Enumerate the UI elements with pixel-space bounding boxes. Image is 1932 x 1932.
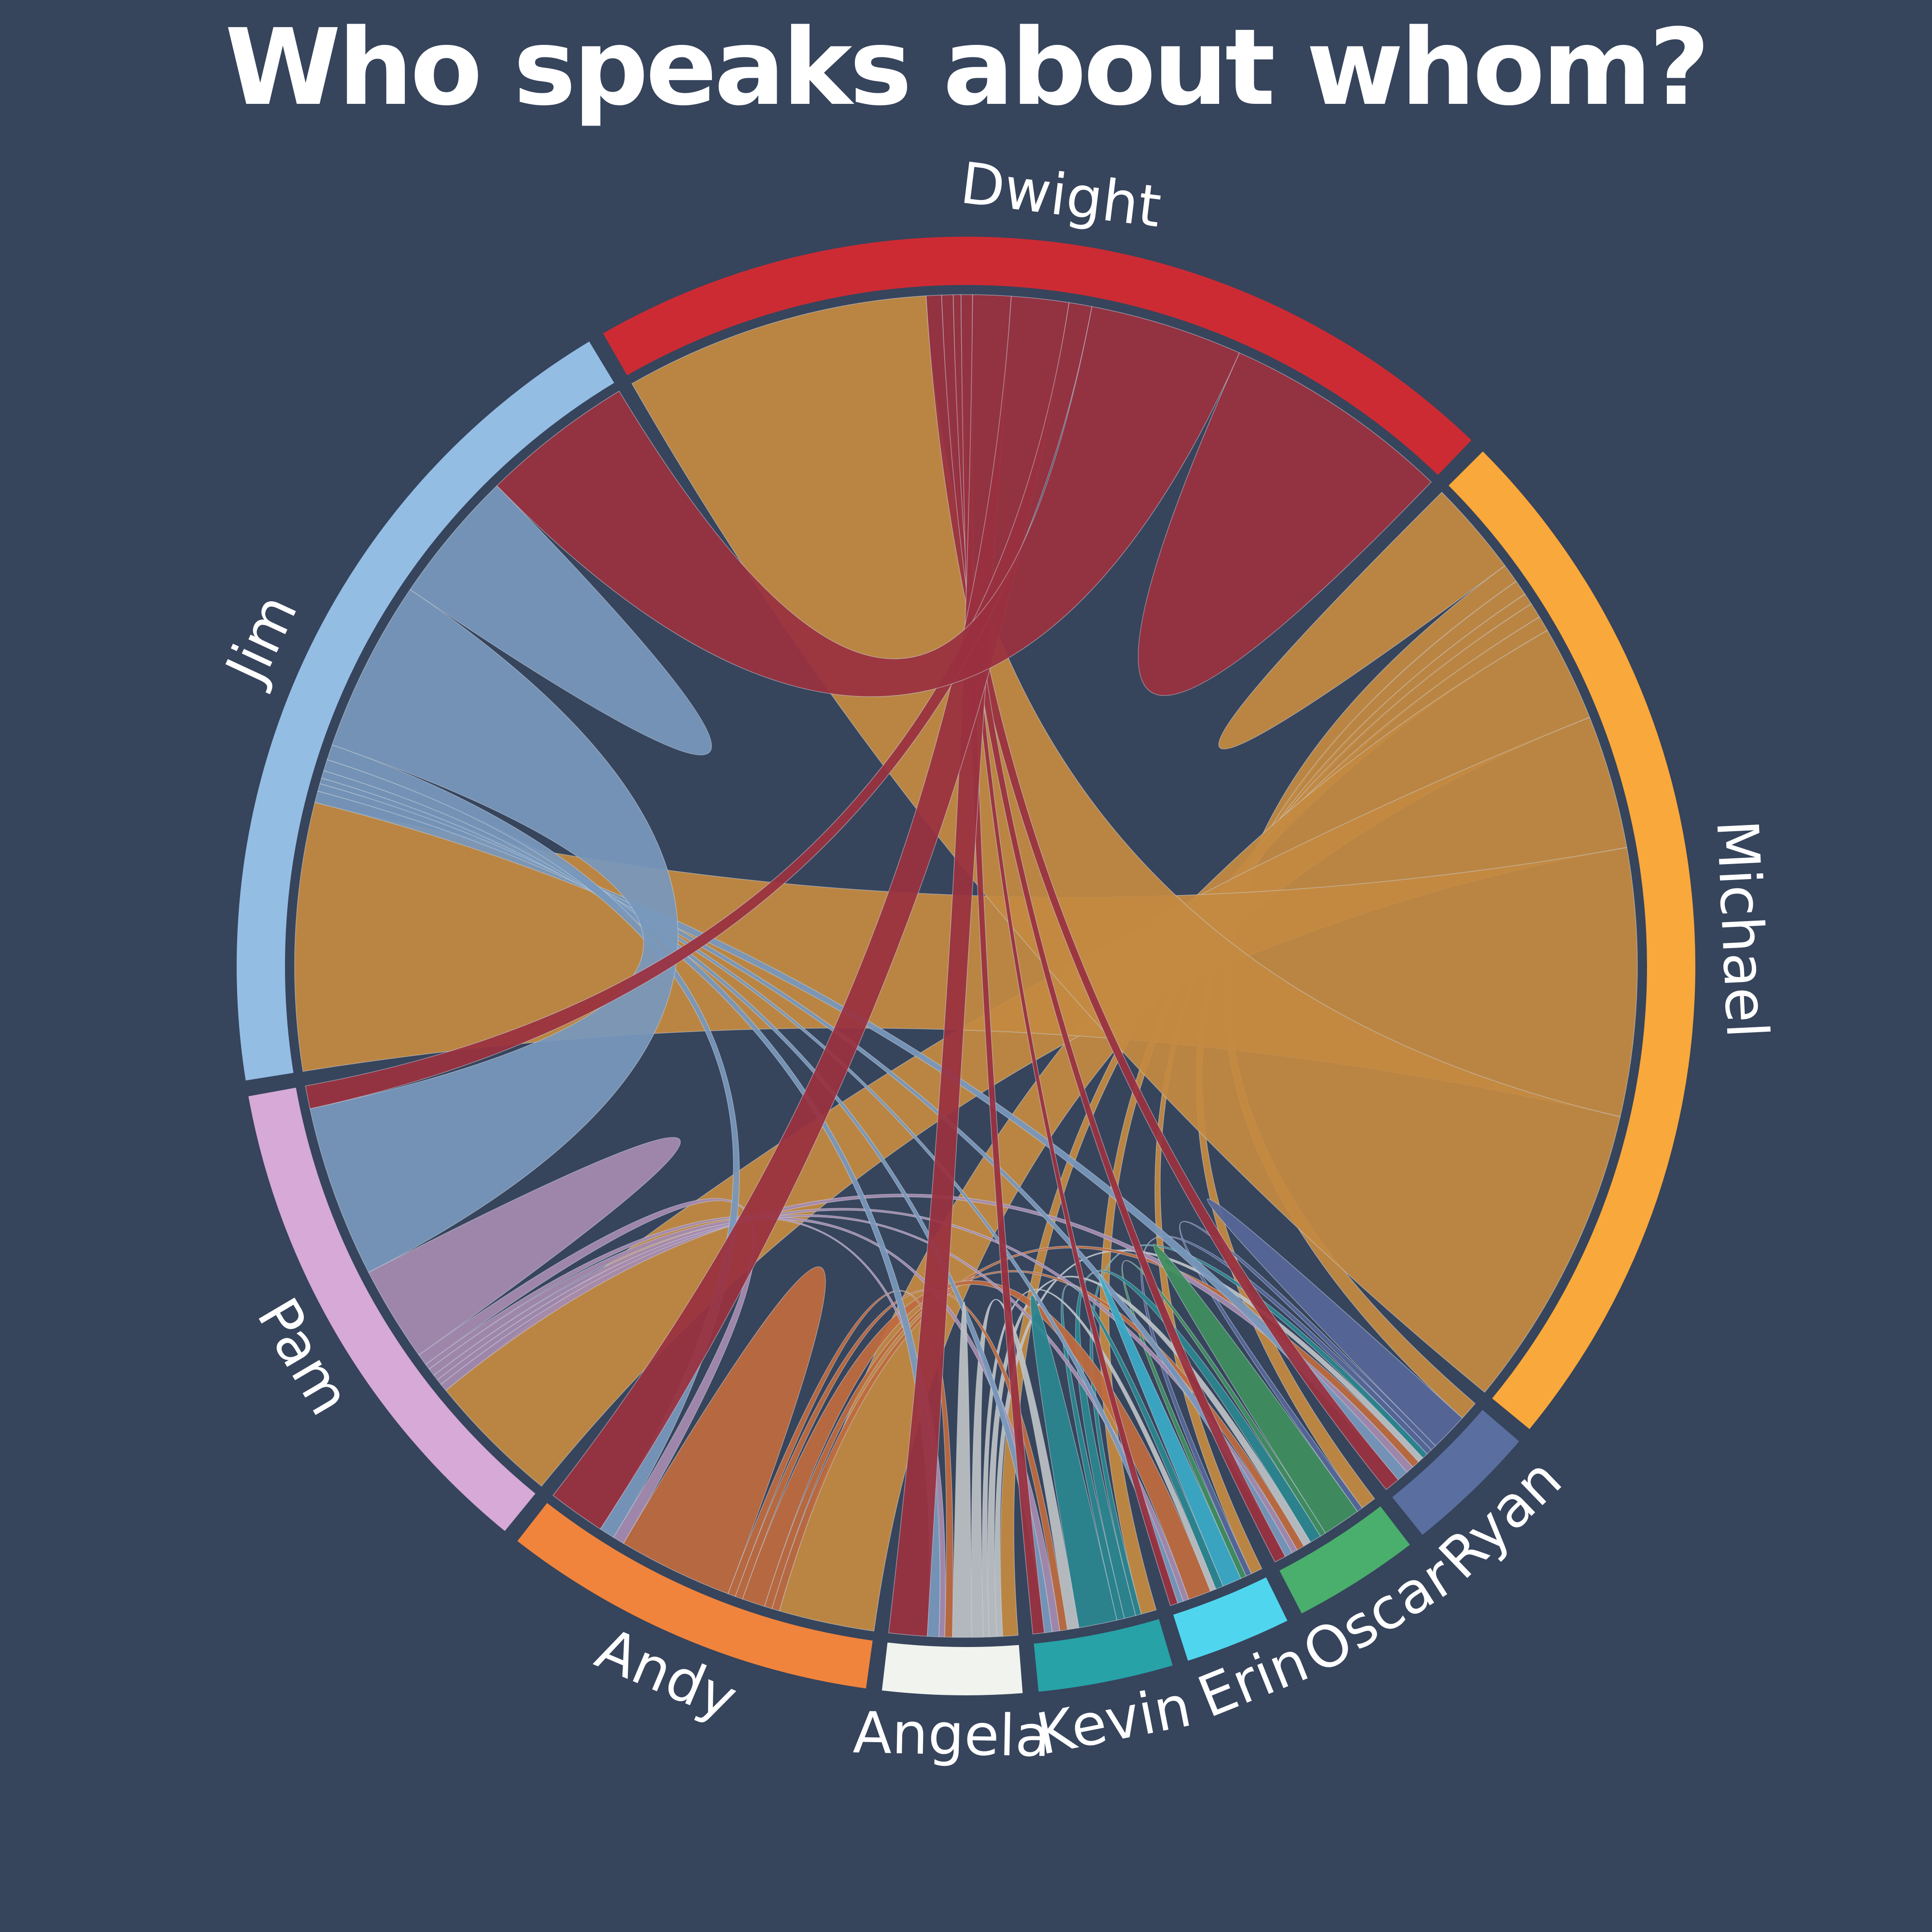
ribbon-erin-dwight (952, 294, 1179, 1606)
arc-oscar (1279, 1506, 1410, 1614)
arc-layer (236, 236, 1696, 1695)
arc-kevin (1034, 1619, 1173, 1692)
ribbon-kevin-kevin (1030, 1294, 1118, 1629)
ribbon-ryan-ryan (1207, 1198, 1463, 1447)
ribbon-michael-dwight (631, 295, 1621, 1393)
ribbon-angela-jim (323, 759, 940, 1637)
ribbon-kevin-andy (735, 1289, 1068, 1632)
ribbon-ryan-oscar (1179, 1221, 1436, 1512)
arc-jim (236, 341, 614, 1080)
arc-erin (1173, 1577, 1288, 1661)
ribbon-angela-angela (952, 1301, 972, 1638)
ribbon-pam-dwight (305, 302, 1093, 1109)
ribbon-oscar-oscar (1153, 1244, 1358, 1534)
chart-title: Who speaks about whom? (225, 7, 1710, 129)
ribbon-jim-jim (410, 485, 712, 755)
ribbon-kevin-dwight (960, 294, 1045, 1634)
arc-ryan (1392, 1410, 1520, 1535)
ribbon-kevin-jim (321, 770, 1053, 1634)
ribbon-erin-pam (433, 1214, 1189, 1602)
group-label-michael: Michael (1704, 818, 1780, 1039)
arc-andy (517, 1503, 873, 1689)
ribbon-ryan-jim (314, 790, 1408, 1480)
ribbon-dwight-dwight (1137, 352, 1432, 696)
arc-michael (1449, 451, 1696, 1429)
ribbon-layer (294, 294, 1638, 1638)
ribbon-andy-dwight (552, 296, 1070, 1530)
ribbon-michael-michael (1218, 492, 1506, 750)
arc-dwight (603, 236, 1472, 475)
ribbon-ryan-dwight (925, 295, 1399, 1491)
group-label-dwight: Dwight (957, 149, 1165, 240)
ribbon-andy-andy (623, 1266, 826, 1594)
arc-pam (248, 1087, 536, 1531)
ribbon-erin-jim (319, 777, 1184, 1604)
ribbon-erin-erin (1098, 1274, 1241, 1587)
ribbon-pam-pam (368, 1137, 681, 1356)
ribbon-pam-jim (309, 589, 679, 1273)
ribbon-jim-dwight (496, 306, 1240, 697)
ribbon-oscar-dwight (941, 294, 1286, 1563)
group-label-jim: Jim (211, 584, 310, 696)
group-label-angela: Angela (852, 1699, 1051, 1770)
arc-angela (881, 1642, 1023, 1695)
